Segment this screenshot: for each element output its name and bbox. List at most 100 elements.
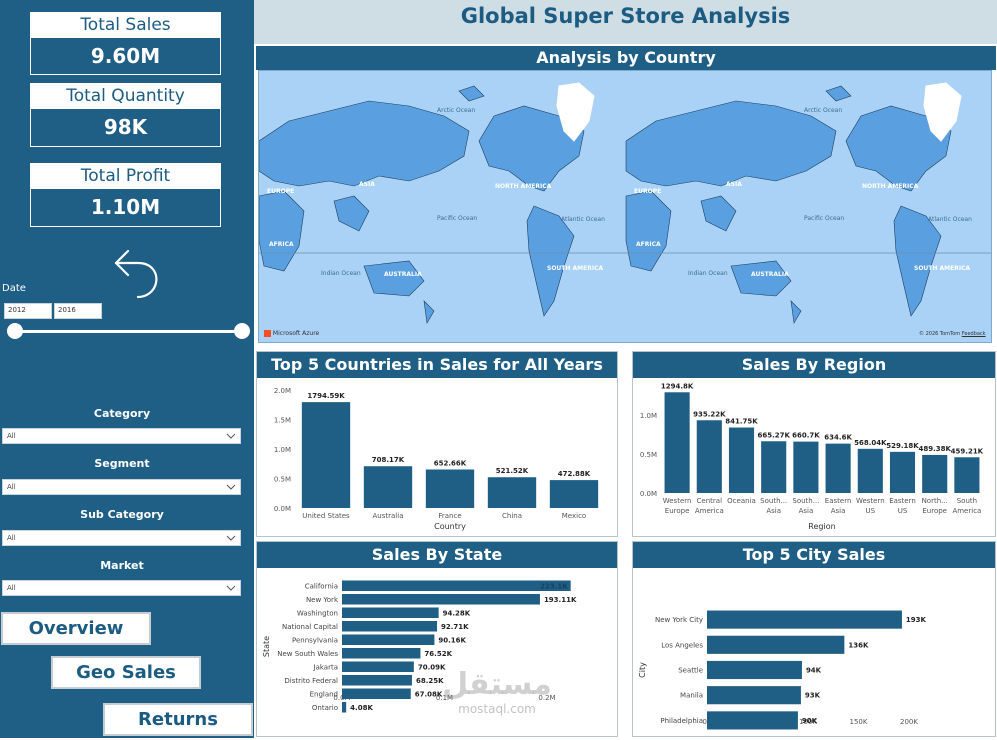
bar (549, 480, 599, 508)
data-label: 136K (848, 641, 869, 649)
x-tick-label: South... (792, 497, 819, 505)
bar (707, 686, 801, 705)
market-dropdown[interactable]: All (2, 580, 241, 596)
bar (793, 441, 819, 493)
x-tick-label: Western (856, 497, 885, 505)
map-label-arctic-ocean: Arctic Ocean (437, 107, 476, 114)
map-label-north-america: NORTH AMERICA (495, 183, 552, 190)
data-label: 94.28K (443, 609, 471, 617)
segment-filter-label: Segment (94, 457, 150, 470)
kpi-card-total-sales: Total Sales 9.60M (30, 12, 221, 75)
world-map[interactable]: EUROPE ASIA AFRICA AUSTRALIA NORTH AMERI… (258, 70, 992, 343)
bar (342, 701, 347, 713)
map-feedback-link[interactable]: Feedback (961, 331, 986, 337)
geo-sales-button[interactable]: Geo Sales (51, 656, 201, 689)
x-tick-label: Eastern (889, 497, 916, 505)
map-panel: Analysis by Country (256, 46, 996, 343)
bar (425, 469, 475, 508)
kpi-label: Total Quantity (31, 84, 220, 109)
data-label: 193.11K (544, 596, 577, 604)
bar (342, 634, 435, 646)
x-tick-label: 0.1M (436, 694, 453, 702)
x-tick-label: Central (697, 497, 723, 505)
data-label: 1794.59K (307, 392, 345, 400)
segment-dropdown[interactable]: All (2, 479, 241, 495)
kpi-value: 9.60M (90, 44, 161, 68)
report-header: Global Super Store Analysis (254, 0, 997, 44)
bar (857, 448, 883, 493)
page-title: Global Super Store Analysis (460, 4, 791, 28)
x-tick-label: US (898, 507, 908, 515)
x-tick-label: China (502, 512, 522, 520)
map-label-indian-ocean: Indian Ocean (688, 270, 728, 277)
date-end-input[interactable]: 2016 (54, 303, 102, 319)
bar (728, 427, 755, 493)
x-tick-label: United States (302, 512, 350, 520)
data-label: 90K (802, 717, 818, 725)
kpi-value: 98K (103, 115, 148, 139)
map-label-europe: EUROPE (634, 188, 662, 195)
data-label: 4.08K (350, 704, 373, 712)
x-tick-label: Europe (665, 507, 690, 515)
chevron-down-icon (226, 433, 236, 439)
date-slider-start-handle[interactable] (7, 323, 23, 339)
y-tick-label: Pennsylvania (292, 636, 338, 644)
map-copyright: © 2026 TomTom Feedback (919, 331, 986, 337)
x-tick-label: Western (663, 497, 692, 505)
category-dropdown-value: All (7, 432, 16, 440)
returns-button[interactable]: Returns (103, 703, 253, 736)
overview-button[interactable]: Overview (1, 612, 151, 645)
date-start-input[interactable]: 2012 (4, 303, 52, 319)
y-tick-label: New South Wales (277, 650, 338, 658)
x-tick-label: France (438, 512, 461, 520)
top5-city-panel: Top 5 City Sales 0K50K100K150K200KNew Yo… (632, 541, 996, 737)
category-filter-label: Category (93, 407, 151, 420)
chevron-down-icon (226, 585, 236, 591)
back-arrow-icon[interactable] (108, 245, 164, 301)
sales-by-region-chart[interactable]: 0.0M 0.5M 1.0M 1294.8K Western Europe 935.22K C… (633, 378, 995, 536)
sidebar: Total Sales 9.60M Total Quantity 98K Tot… (0, 0, 254, 738)
sub-category-dropdown-value: All (7, 534, 16, 542)
map-label-pacific-ocean: Pacific Ocean (437, 215, 478, 222)
data-label: 841.75K (725, 418, 758, 426)
market-filter-label: Market (100, 559, 144, 572)
x-tick-label: South... (760, 497, 787, 505)
y-tick-label: 0.5M (274, 476, 291, 484)
kpi-label: Total Profit (31, 164, 220, 189)
x-tick-label: Asia (831, 507, 846, 515)
map-label-africa: AFRICA (269, 241, 294, 248)
market-dropdown-value: All (7, 584, 16, 592)
category-dropdown[interactable]: All (2, 428, 241, 444)
bar (342, 647, 421, 659)
map-provider-logo: Microsoft Azure (264, 330, 319, 337)
date-slider-track[interactable] (14, 330, 242, 333)
data-label: 93K (805, 692, 821, 700)
bar (342, 593, 540, 605)
bar (889, 451, 916, 493)
data-label: 472.88K (558, 470, 591, 478)
y-tick-label: 0.0M (640, 490, 657, 498)
data-label: 708.17K (372, 456, 405, 464)
x-tick-label: 100K (799, 718, 817, 726)
y-tick-label: Los Angeles (661, 641, 703, 649)
bar (664, 392, 690, 493)
x-tick-label: Asia (766, 507, 781, 515)
y-tick-label: 0.5M (640, 451, 657, 459)
top5-countries-chart[interactable]: 0.0M 0.5M 1.0M 1.5M 2.0M 1794.59K United State… (257, 378, 617, 536)
bar (761, 441, 787, 493)
sub-category-dropdown[interactable]: All (2, 530, 241, 546)
map-provider-text: Microsoft Azure (272, 330, 320, 337)
y-tick-label: Philadelphia (660, 717, 703, 725)
y-tick-label: National Capital (282, 623, 338, 631)
map-label-asia: ASIA (359, 181, 375, 188)
y-tick-label: 2.0M (274, 387, 291, 395)
date-slider-end-handle[interactable] (234, 323, 250, 339)
map-label-europe: EUROPE (267, 188, 295, 195)
y-tick-label: 1.0M (274, 446, 291, 454)
data-label: 568.04K (854, 439, 887, 447)
x-tick-label: Oceania (727, 497, 756, 505)
x-tick-label: Mexico (562, 512, 586, 520)
bar (707, 635, 845, 654)
